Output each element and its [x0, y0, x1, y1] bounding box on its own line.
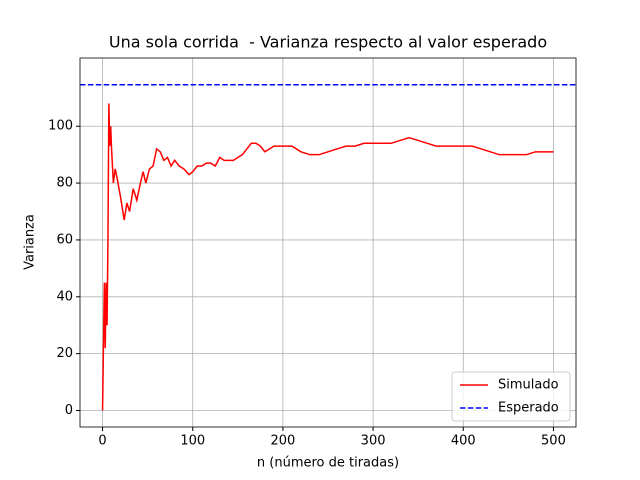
x-tick-label: 200: [270, 434, 295, 449]
y-tick-label: 20: [56, 346, 73, 361]
y-tick-label: 100: [48, 119, 73, 134]
y-tick-label: 80: [56, 176, 73, 191]
plot-frame: [79, 57, 577, 428]
data-line: [101, 103, 554, 411]
y-tick-label: 40: [56, 289, 73, 304]
x-tick-label: 500: [541, 434, 566, 449]
x-tick-label: 400: [451, 434, 476, 449]
y-tick-label: 60: [56, 232, 73, 247]
x-tick-label: 300: [361, 434, 386, 449]
legend-label: Simulado: [498, 378, 559, 393]
x-axis-label: n (número de tiradas): [257, 456, 399, 471]
legend-label: Esperado: [498, 401, 559, 416]
x-tick-label: 100: [180, 434, 205, 449]
chart-title: Una sola corrida - Varianza respecto al …: [109, 33, 547, 52]
x-tick-label: 0: [98, 434, 106, 449]
y-tick-label: 0: [65, 403, 73, 418]
y-axis-label: Varianza: [23, 214, 38, 270]
